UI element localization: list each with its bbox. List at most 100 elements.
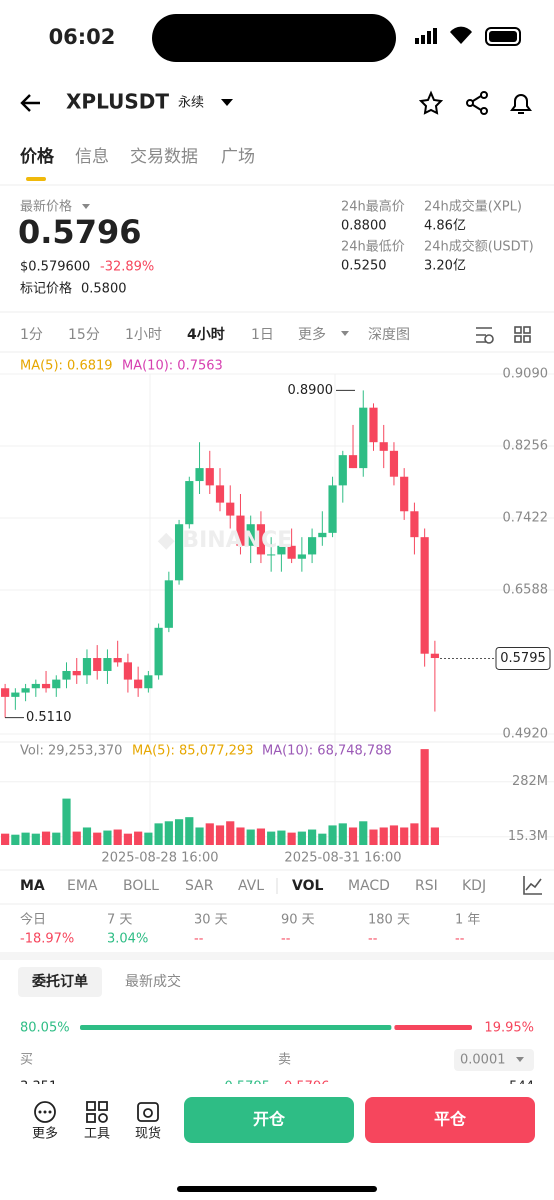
- volume-bar: [348, 827, 358, 845]
- period-change: --: [455, 932, 465, 947]
- volume-bar: [113, 829, 122, 845]
- ma10-legend: MA(10): 0.7563: [122, 359, 223, 374]
- volume-bar: [267, 831, 276, 845]
- open-button[interactable]: [184, 1097, 354, 1143]
- volume-bar: [236, 827, 245, 845]
- indicator[interactable]: BOLL: [123, 878, 159, 894]
- clock: 06:02: [49, 25, 116, 49]
- candle-body: [359, 407, 368, 469]
- spacer: [0, 952, 554, 960]
- interval[interactable]: 15分: [68, 327, 100, 343]
- close-button[interactable]: [365, 1097, 535, 1143]
- interval[interactable]: 1分: [20, 327, 43, 343]
- watermark: ◆ BINANCE: [158, 528, 293, 553]
- vol-ma5-legend: MA(5): 85,077,293: [132, 744, 253, 759]
- volume-bar: [154, 823, 163, 845]
- x-label: 2025-08-31 16:00: [284, 851, 401, 866]
- volume-bar: [215, 825, 225, 845]
- last-price-label: 0.5795: [500, 651, 546, 666]
- indicator[interactable]: KDJ: [462, 878, 486, 894]
- indicator-settings[interactable]: [523, 876, 542, 895]
- volume-bar: [430, 827, 439, 845]
- low-value: 0.5250: [341, 259, 387, 274]
- turnover-label: 24h成交额(USDT): [424, 239, 534, 255]
- contract-type: 永续: [178, 96, 204, 111]
- buy-ratio-bar: [80, 1025, 392, 1030]
- volume-bar: [52, 832, 61, 845]
- trades-tab[interactable]: 最新成交: [125, 973, 181, 990]
- interval[interactable]: 1日: [251, 327, 274, 343]
- open-label[interactable]: 开仓: [253, 1110, 286, 1129]
- high-label: 24h最高价: [341, 199, 405, 215]
- tab[interactable]: 价格: [20, 146, 55, 167]
- period-change: 3.04%: [107, 932, 148, 947]
- volume-bar: [287, 832, 296, 845]
- high-label: 0.8900: [288, 383, 334, 398]
- symbol-dropdown[interactable]: [221, 99, 233, 106]
- tab-indicator: [26, 177, 46, 181]
- volume-bar: [134, 831, 143, 845]
- period-change: --: [281, 932, 291, 947]
- candle-body: [277, 545, 286, 555]
- period: 180 天: [368, 913, 410, 928]
- indicator[interactable]: MA: [20, 878, 45, 894]
- precision[interactable]: 0.0001: [460, 1053, 506, 1068]
- favorite[interactable]: [418, 90, 444, 115]
- orders-tab[interactable]: 委托订单: [31, 973, 88, 990]
- latest-dropdown[interactable]: [82, 204, 90, 209]
- candle-body: [215, 485, 225, 503]
- volume-bar: [185, 817, 194, 845]
- tab[interactable]: 信息: [75, 147, 109, 167]
- volume-bar: [308, 829, 317, 845]
- indicator[interactable]: SAR: [185, 878, 214, 894]
- order-ask: 0.5796: [284, 1080, 330, 1095]
- volume-bar: [389, 825, 399, 845]
- precision-dropdown[interactable]: [516, 1057, 524, 1062]
- interval[interactable]: 深度图: [368, 327, 410, 343]
- candle-body: [82, 658, 92, 676]
- order-qty: 544: [509, 1080, 534, 1095]
- indicator[interactable]: AVL: [238, 878, 264, 894]
- indicator[interactable]: RSI: [415, 878, 438, 894]
- indicator[interactable]: EMA: [67, 878, 98, 894]
- order-bid: 0.5795: [225, 1080, 271, 1095]
- candle-body: [338, 455, 347, 486]
- tools[interactable]: 工具: [84, 1127, 110, 1142]
- spot[interactable]: 现货: [135, 1126, 161, 1142]
- sell-ratio-label: 19.95%: [484, 1021, 534, 1036]
- volume-bar: [21, 832, 30, 845]
- alerts[interactable]: [510, 94, 532, 114]
- interval[interactable]: 更多: [298, 326, 326, 343]
- candle-body: [236, 515, 245, 546]
- candle-body: [348, 455, 358, 469]
- candle-body: [93, 658, 102, 671]
- candle-body: [174, 524, 184, 581]
- home-indicator: [177, 1186, 377, 1192]
- chart-settings[interactable]: [476, 326, 531, 344]
- volume-bar: [410, 823, 419, 845]
- y-tick-label: 0.9090: [503, 367, 549, 382]
- indicator[interactable]: MACD: [348, 878, 390, 894]
- close-label[interactable]: 平仓: [434, 1110, 467, 1129]
- volume-bar: [103, 830, 112, 845]
- candle-body: [31, 683, 40, 689]
- tab[interactable]: 广场: [221, 147, 255, 167]
- interval[interactable]: 4小时: [187, 326, 225, 343]
- interval[interactable]: 1小时: [125, 327, 162, 343]
- candle-body: [389, 450, 399, 477]
- candle-body: [41, 683, 51, 689]
- candle-body: [113, 658, 122, 663]
- indicator[interactable]: VOL: [292, 878, 323, 894]
- sell-label: 卖: [278, 1053, 291, 1068]
- share[interactable]: [466, 91, 488, 115]
- volume-bar: [93, 832, 102, 845]
- candle-body: [103, 658, 112, 671]
- more-tool[interactable]: 更多: [32, 1126, 58, 1142]
- more-dropdown[interactable]: [341, 331, 349, 336]
- period: 90 天: [281, 913, 315, 928]
- candle-body: [164, 580, 173, 628]
- tab[interactable]: 交易数据: [130, 147, 198, 167]
- back-button[interactable]: [20, 94, 40, 112]
- buy-label: 买: [20, 1053, 33, 1068]
